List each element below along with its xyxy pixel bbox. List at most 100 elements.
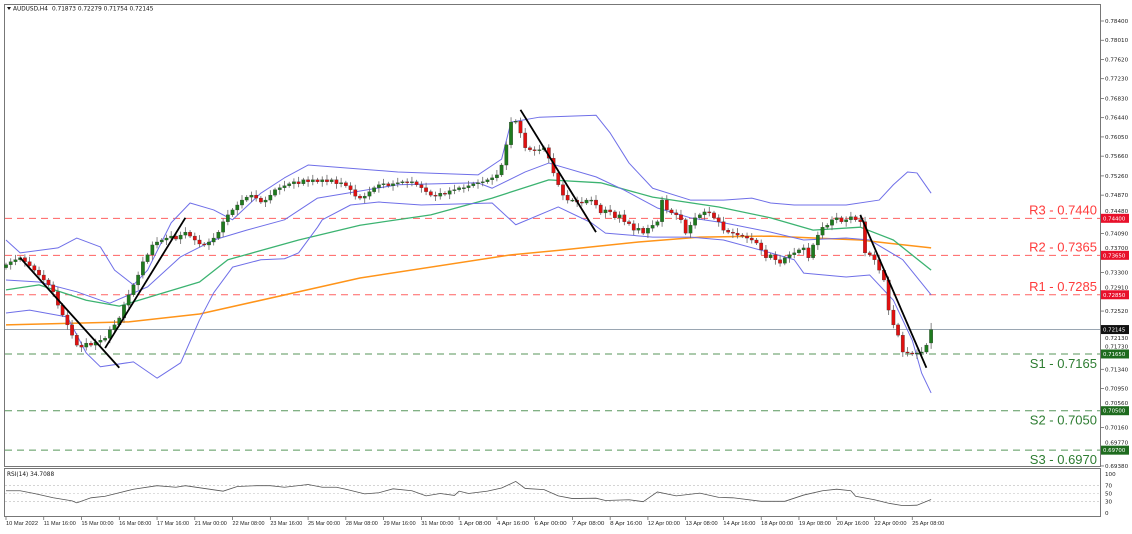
time-tick-label: 22 Mar 08:00: [233, 521, 265, 527]
time-tick-label: 29 Mar 16:00: [384, 521, 416, 527]
candle-body-down: [579, 201, 584, 204]
candle: [683, 217, 688, 236]
candle-body-up: [377, 184, 381, 188]
candle-body-up: [362, 195, 367, 199]
candle: [339, 177, 343, 188]
candle: [787, 251, 792, 263]
candle-body-up: [8, 261, 13, 265]
candle-body-up: [381, 183, 386, 185]
candle-body-up: [391, 183, 395, 186]
candle-body-up: [811, 244, 815, 258]
candle-body-up: [221, 221, 225, 233]
candle-body-up: [509, 121, 513, 145]
candle-body-up: [495, 174, 499, 179]
level-price-tag-text: 0.72850: [1103, 293, 1126, 299]
candle: [131, 282, 136, 297]
candle-body-down: [532, 149, 537, 151]
candle-body-up: [207, 241, 211, 246]
candle-body-up: [650, 225, 655, 229]
price-tick-label: 0.78400: [1105, 19, 1129, 25]
level-price-tag-text: 0.69700: [1103, 448, 1126, 454]
candle-body-down: [631, 223, 636, 231]
candle-body-up: [367, 191, 372, 197]
candle: [797, 247, 801, 255]
candle-body-down: [608, 209, 613, 213]
candle: [929, 322, 933, 349]
rsi-line: [6, 480, 932, 506]
candle-body-down: [315, 179, 320, 182]
candle: [801, 244, 806, 255]
candle-body-up: [372, 187, 377, 192]
candle: [452, 184, 457, 195]
chart-header: AUDUSD,H4 0.71873 0.72279 0.71754 0.7214…: [7, 7, 154, 13]
candle: [697, 212, 702, 220]
candle-body-down: [745, 235, 749, 239]
candle-body-down: [712, 212, 716, 218]
candle-body-up: [660, 199, 664, 222]
level-price-tag: [1101, 406, 1129, 416]
candle-body-down: [259, 197, 263, 203]
candle: [259, 196, 263, 205]
candle-body-down: [561, 184, 565, 196]
candle: [759, 239, 764, 255]
candle-body-down: [32, 265, 37, 271]
candle-body-down: [353, 189, 358, 197]
candle: [315, 177, 320, 184]
triangle-down-icon[interactable]: [7, 7, 11, 10]
candle: [65, 311, 70, 330]
price-tick-label: 0.72910: [1105, 285, 1129, 291]
candle-body-down: [358, 195, 362, 199]
current-price-tag-text: 0.72145: [1103, 328, 1125, 334]
candle-body-up: [480, 181, 485, 183]
candle: [745, 232, 749, 243]
level-price-tag: [1101, 445, 1129, 455]
candle: [46, 278, 51, 287]
time-tick-label: 7 Apr 08:00: [572, 521, 604, 527]
candle: [650, 220, 655, 232]
candle: [296, 176, 301, 188]
candle: [13, 254, 18, 266]
time-tick-label: 4 Apr 16:00: [497, 521, 529, 527]
candle-body-down: [749, 237, 754, 241]
candle-body-down: [528, 147, 532, 150]
trendlines: [19, 109, 928, 369]
time-tick-label: 25 Mar 00:00: [308, 521, 340, 527]
candle-body-up: [792, 252, 797, 255]
candle-body-down: [197, 239, 202, 245]
candle: [518, 117, 523, 138]
candle: [579, 197, 584, 207]
candle-body-down: [891, 309, 896, 326]
candle: [754, 238, 759, 245]
candle-body-down: [594, 199, 598, 206]
candle-body-down: [627, 221, 631, 224]
candle-body-up: [395, 182, 400, 184]
candle: [849, 211, 853, 224]
candle: [561, 181, 565, 201]
candle: [513, 119, 518, 125]
candle: [405, 178, 410, 188]
candle-body-down: [325, 179, 329, 182]
candle-body-up: [849, 216, 853, 220]
trendline: [19, 257, 120, 369]
candle: [268, 190, 273, 204]
candle-body-up: [702, 211, 707, 216]
candle-body-down: [202, 243, 207, 246]
price-tick-label: 0.76830: [1105, 96, 1129, 102]
candle: [778, 254, 782, 267]
candles: [4, 117, 933, 359]
candle-body-down: [764, 249, 768, 258]
candle: [820, 222, 825, 239]
price-tick-label: 0.77230: [1105, 77, 1129, 83]
candle-body-up: [801, 247, 806, 251]
candle-body-up: [249, 194, 254, 198]
candle-body-up: [617, 214, 622, 218]
candle-body-up: [216, 231, 221, 239]
candle-body-down: [896, 324, 900, 336]
candle-body-down: [669, 209, 674, 214]
candle-body-down: [735, 232, 740, 236]
candle-body-up: [461, 187, 466, 189]
candle-body-up: [589, 199, 594, 202]
candle: [910, 351, 915, 356]
